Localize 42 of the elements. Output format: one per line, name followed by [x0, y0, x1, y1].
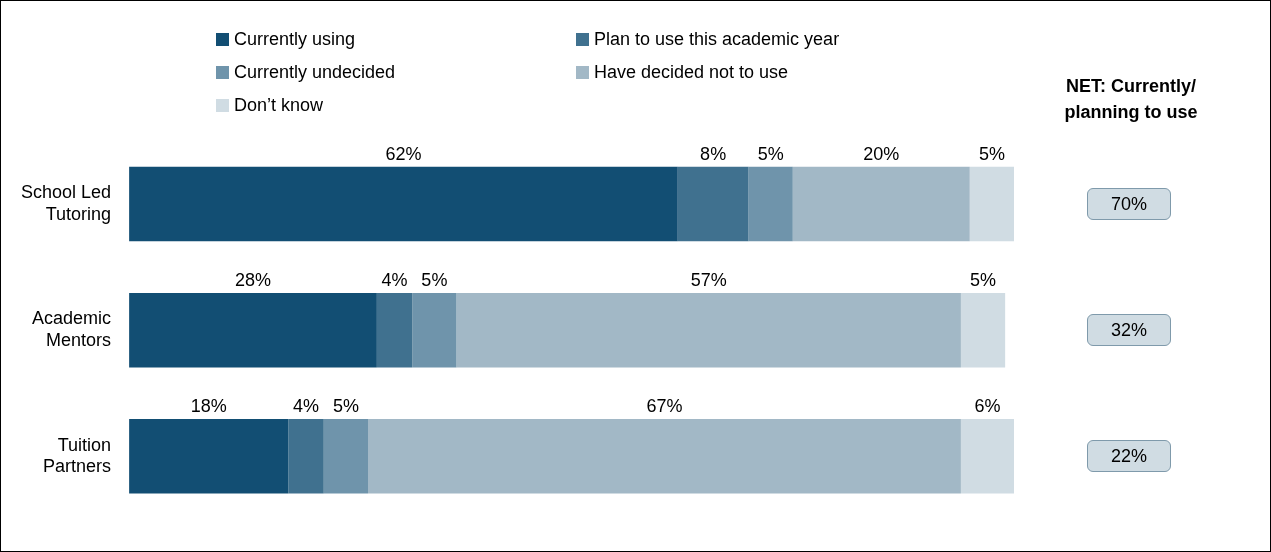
data-label: 4%: [293, 396, 320, 417]
y-tick-label: School Led Tutoring: [20, 182, 112, 224]
data-label: 28%: [234, 269, 271, 290]
bar: [677, 166, 749, 242]
bar: [456, 292, 961, 368]
bar: [129, 292, 377, 368]
bar: [368, 419, 961, 494]
legend-label: Currently undecided: [234, 62, 396, 83]
data-label: 62%: [385, 143, 422, 164]
y-tick-label: Tuition Partners: [43, 434, 112, 477]
legend-label: Have decided not to use: [594, 62, 789, 83]
bar: [288, 419, 324, 494]
data-label: 5%: [332, 396, 359, 417]
data-label: 57%: [690, 269, 727, 290]
y-tick-label: Academic Mentors: [32, 308, 112, 350]
legend-label: Plan to use this academic year: [594, 29, 840, 50]
data-label: 5%: [421, 269, 448, 290]
text: 32%: [1087, 314, 1171, 347]
bar: [129, 419, 289, 494]
legend-label: Don’t know: [234, 95, 324, 116]
text: 70%: [1087, 188, 1171, 221]
data-label: 5%: [978, 143, 1005, 164]
text: 22%: [1087, 440, 1171, 473]
bar: [960, 292, 1006, 368]
data-label: 4%: [381, 269, 408, 290]
data-label: 5%: [970, 269, 997, 290]
data-label: 5%: [757, 143, 784, 164]
bar: [412, 292, 457, 368]
data-label: 18%: [190, 396, 227, 417]
bar: [129, 166, 678, 242]
data-label: 20%: [863, 143, 900, 164]
data-label: 67%: [646, 396, 683, 417]
text: NET: Currently/ planning to use: [1063, 75, 1199, 124]
data-label: 8%: [700, 143, 727, 164]
bar: [792, 166, 970, 242]
bar: [376, 292, 413, 368]
bar: [748, 166, 793, 242]
bar: [323, 419, 368, 494]
legend-label: Currently using: [234, 29, 356, 50]
bar: [969, 166, 1014, 242]
bar: [960, 419, 1014, 494]
data-label: 6%: [974, 396, 1001, 417]
